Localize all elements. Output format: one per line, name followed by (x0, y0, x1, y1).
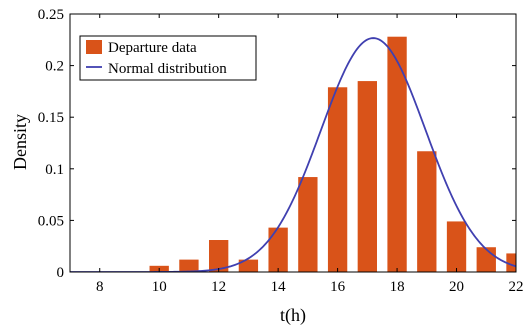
bar-19 (417, 151, 437, 272)
legend-box (79, 35, 257, 81)
x-tick-label: 8 (96, 279, 104, 295)
ticks-layer: 8 10 12 14 16 18 20 22 0 0.05 0.1 0.15 0.2 0.25 (38, 7, 524, 295)
x-tick-label: 14 (271, 279, 287, 295)
y-tick-label: 0.1 (45, 162, 64, 178)
x-axis-label: t(h) (280, 305, 306, 326)
bar-12 (209, 240, 229, 272)
bar-18 (387, 36, 407, 272)
axes-layer (69, 13, 517, 273)
x-tick-label: 10 (152, 279, 167, 295)
plot-frame (69, 13, 517, 273)
bar-21 (476, 247, 496, 272)
legend-swatch-departure-data (86, 40, 102, 54)
bar-14 (268, 227, 288, 272)
x-tick-label: 12 (211, 279, 226, 295)
legend-label-departure-data: Departure data (108, 40, 197, 56)
y-tick-label: 0.25 (38, 7, 64, 23)
bar-20 (446, 221, 467, 272)
x-tick-label: 18 (390, 279, 405, 295)
y-axis-label: Density (10, 114, 30, 170)
bar-13 (238, 259, 259, 272)
x-tick-label: 22 (509, 279, 524, 295)
y-tick-label: 0.05 (38, 213, 64, 229)
bar-17 (357, 81, 377, 272)
bar-22 (506, 253, 516, 272)
bar-15 (298, 177, 318, 272)
x-tick-label: 20 (449, 279, 464, 295)
y-tick-label: 0 (57, 265, 65, 281)
y-tick-label: 0.2 (45, 59, 64, 75)
legend: Departure data Normal distribution (79, 35, 257, 81)
bar-11 (179, 259, 199, 272)
bars-layer (149, 36, 516, 272)
legend-label-normal-distribution: Normal distribution (108, 61, 227, 77)
x-tick-label: 16 (330, 279, 346, 295)
bar-16 (327, 87, 348, 272)
y-tick-label: 0.15 (38, 110, 64, 126)
